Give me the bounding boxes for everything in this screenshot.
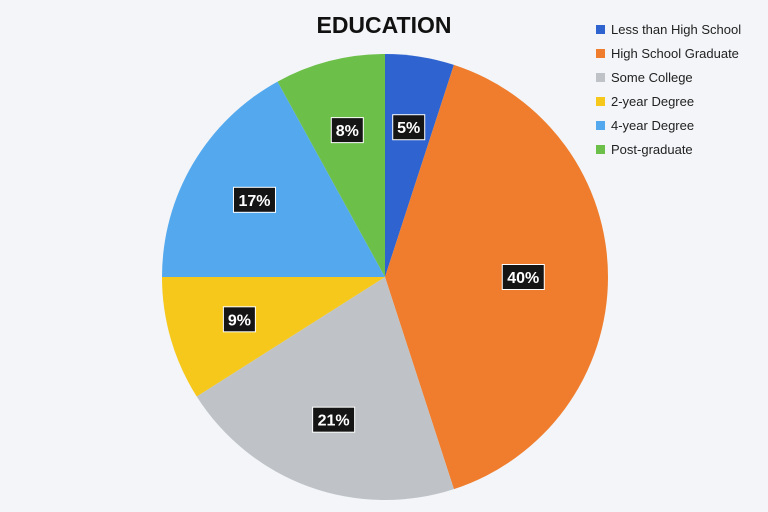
legend-label: Post-graduate [611, 141, 693, 157]
legend: Less than High School High School Graduat… [596, 17, 741, 161]
data-label-3: 9% [222, 306, 256, 333]
data-label-1: 40% [501, 264, 545, 290]
data-label-2: 21% [312, 406, 356, 433]
legend-label: Less than High School [611, 21, 742, 37]
legend-label: High School Graduate [611, 45, 739, 61]
legend-item: Post-graduate [596, 137, 741, 161]
pie-slice-2 [196, 277, 454, 500]
svg-text:17%: 17% [238, 193, 270, 210]
legend-swatch [596, 96, 605, 106]
legend-item: 4-year Degree [596, 113, 741, 137]
chart-title: EDUCATION [316, 12, 452, 38]
pie-slice-0 [385, 54, 454, 277]
data-label-4: 17% [232, 186, 276, 213]
legend-item: High School Graduate [596, 41, 741, 65]
legend-item: Some College [596, 65, 741, 89]
legend-item: 2-year Degree [596, 89, 741, 113]
pie-slice-5 [277, 54, 385, 277]
data-label-0: 5% [392, 114, 426, 141]
legend-swatch [596, 120, 605, 130]
legend-swatch [596, 72, 605, 82]
pie-slice-1 [385, 64, 609, 490]
legend-swatch [596, 144, 605, 154]
data-label-5: 8% [330, 117, 364, 144]
pie-slice-3 [162, 277, 385, 397]
legend-label: 4-year Degree [611, 117, 695, 133]
legend-label: 2-year Degree [611, 93, 695, 109]
svg-text:40%: 40% [507, 270, 539, 287]
svg-text:8%: 8% [336, 123, 359, 140]
legend-item: Less than High School [596, 17, 741, 41]
svg-text:21%: 21% [318, 413, 350, 430]
svg-text:9%: 9% [228, 312, 251, 329]
legend-swatch [596, 24, 605, 34]
legend-label: Some College [611, 69, 693, 85]
svg-text:5%: 5% [397, 120, 420, 137]
legend-swatch [596, 48, 605, 58]
pie-slice-4 [162, 81, 385, 277]
